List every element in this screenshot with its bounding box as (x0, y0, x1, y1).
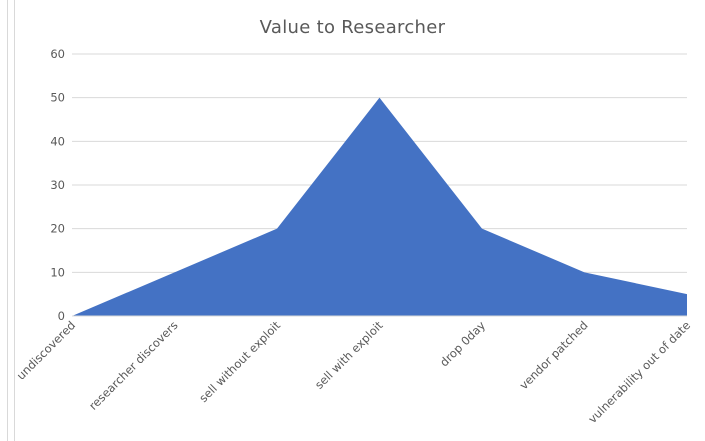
left-border-line-inner (14, 0, 15, 441)
left-border-line (7, 0, 8, 441)
x-category-label: sell without exploit (196, 318, 283, 405)
y-tick-label: 50 (50, 91, 65, 105)
y-tick-label: 0 (58, 309, 65, 323)
x-category-label: vulnerability out of date (585, 318, 693, 426)
chart-title: Value to Researcher (259, 17, 446, 38)
y-tick-label: 30 (50, 178, 65, 192)
y-tick-label: 40 (50, 134, 65, 148)
x-category-label: drop 0day (437, 318, 488, 369)
x-category-label: sell with exploit (312, 318, 386, 392)
area-series (72, 97, 687, 317)
y-tick-label: 20 (50, 222, 65, 236)
x-category-label: undiscovered (14, 318, 78, 382)
y-tick-label: 60 (50, 47, 65, 61)
x-category-label: researcher discovers (86, 318, 181, 413)
x-category-label: vendor patched (517, 318, 591, 392)
y-tick-label: 10 (50, 265, 65, 279)
